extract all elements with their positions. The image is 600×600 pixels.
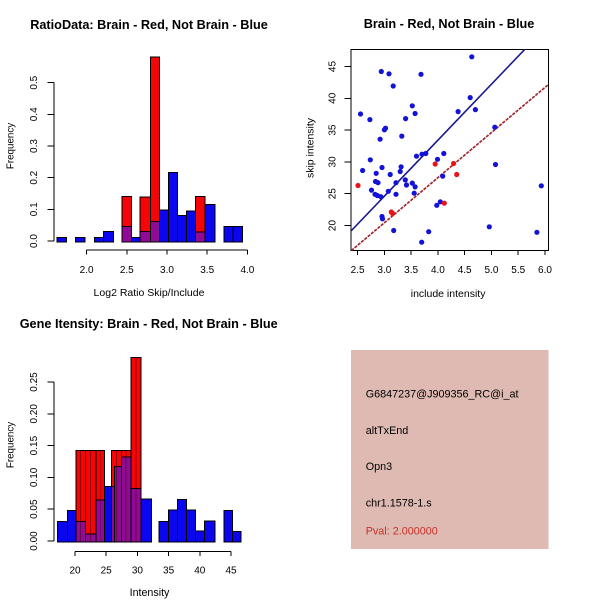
svg-text:Log2 Ratio Skip/Include: Log2 Ratio Skip/Include: [94, 287, 205, 299]
svg-text:0.4: 0.4: [29, 107, 40, 121]
svg-text:3.0: 3.0: [160, 265, 174, 276]
svg-text:Intensity: Intensity: [130, 587, 170, 599]
svg-text:0.0: 0.0: [29, 234, 40, 248]
svg-text:0.5: 0.5: [29, 75, 40, 89]
svg-text:0.1: 0.1: [29, 202, 40, 216]
svg-text:Pval: 2.000000: Pval: 2.000000: [366, 526, 438, 538]
svg-text:35: 35: [163, 566, 175, 577]
svg-text:2.5: 2.5: [351, 265, 365, 276]
svg-text:include intensity: include intensity: [411, 288, 486, 300]
svg-text:3.5: 3.5: [200, 265, 214, 276]
svg-text:30: 30: [328, 156, 339, 168]
svg-text:Frequency: Frequency: [6, 422, 17, 468]
svg-text:G6847237@J909356_RC@i_at: G6847237@J909356_RC@i_at: [366, 389, 519, 401]
svg-text:0.10: 0.10: [29, 467, 40, 487]
svg-text:skip intensity: skip intensity: [305, 117, 317, 178]
svg-text:20: 20: [69, 566, 81, 577]
svg-text:Opn3: Opn3: [366, 461, 392, 473]
svg-text:Frequency: Frequency: [6, 123, 17, 169]
svg-text:20: 20: [328, 220, 339, 232]
svg-text:4.5: 4.5: [458, 265, 472, 276]
svg-text:35: 35: [328, 124, 339, 136]
svg-text:Brain - Red, Not Brain - Blue: Brain - Red, Not Brain - Blue: [364, 17, 535, 31]
svg-text:2.5: 2.5: [120, 265, 134, 276]
svg-text:45: 45: [328, 61, 339, 73]
svg-text:40: 40: [194, 566, 206, 577]
svg-text:0.25: 0.25: [29, 372, 40, 392]
svg-text:6.0: 6.0: [538, 265, 552, 276]
svg-text:40: 40: [328, 92, 339, 104]
svg-text:30: 30: [132, 566, 144, 577]
svg-text:2.0: 2.0: [80, 265, 94, 276]
svg-text:0.3: 0.3: [29, 139, 40, 153]
svg-text:3.5: 3.5: [404, 265, 418, 276]
svg-text:25: 25: [101, 566, 113, 577]
svg-text:4.0: 4.0: [240, 265, 254, 276]
svg-text:altTxEnd: altTxEnd: [366, 425, 409, 437]
svg-text:5.5: 5.5: [511, 265, 525, 276]
svg-text:0.05: 0.05: [29, 499, 40, 519]
svg-text:5.0: 5.0: [484, 265, 498, 276]
svg-text:3.0: 3.0: [377, 265, 391, 276]
svg-text:Gene Itensity: Brain - Red, No: Gene Itensity: Brain - Red, Not Brain - …: [20, 317, 278, 331]
svg-text:0.20: 0.20: [29, 404, 40, 424]
svg-text:RatioData: Brain - Red, Not Br: RatioData: Brain - Red, Not Brain - Blue: [30, 18, 268, 32]
svg-text:chr1.1578-1.s: chr1.1578-1.s: [366, 498, 433, 510]
svg-text:4.0: 4.0: [431, 265, 445, 276]
svg-text:0.00: 0.00: [29, 531, 40, 551]
svg-text:0.15: 0.15: [29, 435, 40, 455]
svg-text:45: 45: [225, 566, 237, 577]
svg-text:25: 25: [328, 188, 339, 200]
svg-text:0.2: 0.2: [29, 170, 40, 184]
